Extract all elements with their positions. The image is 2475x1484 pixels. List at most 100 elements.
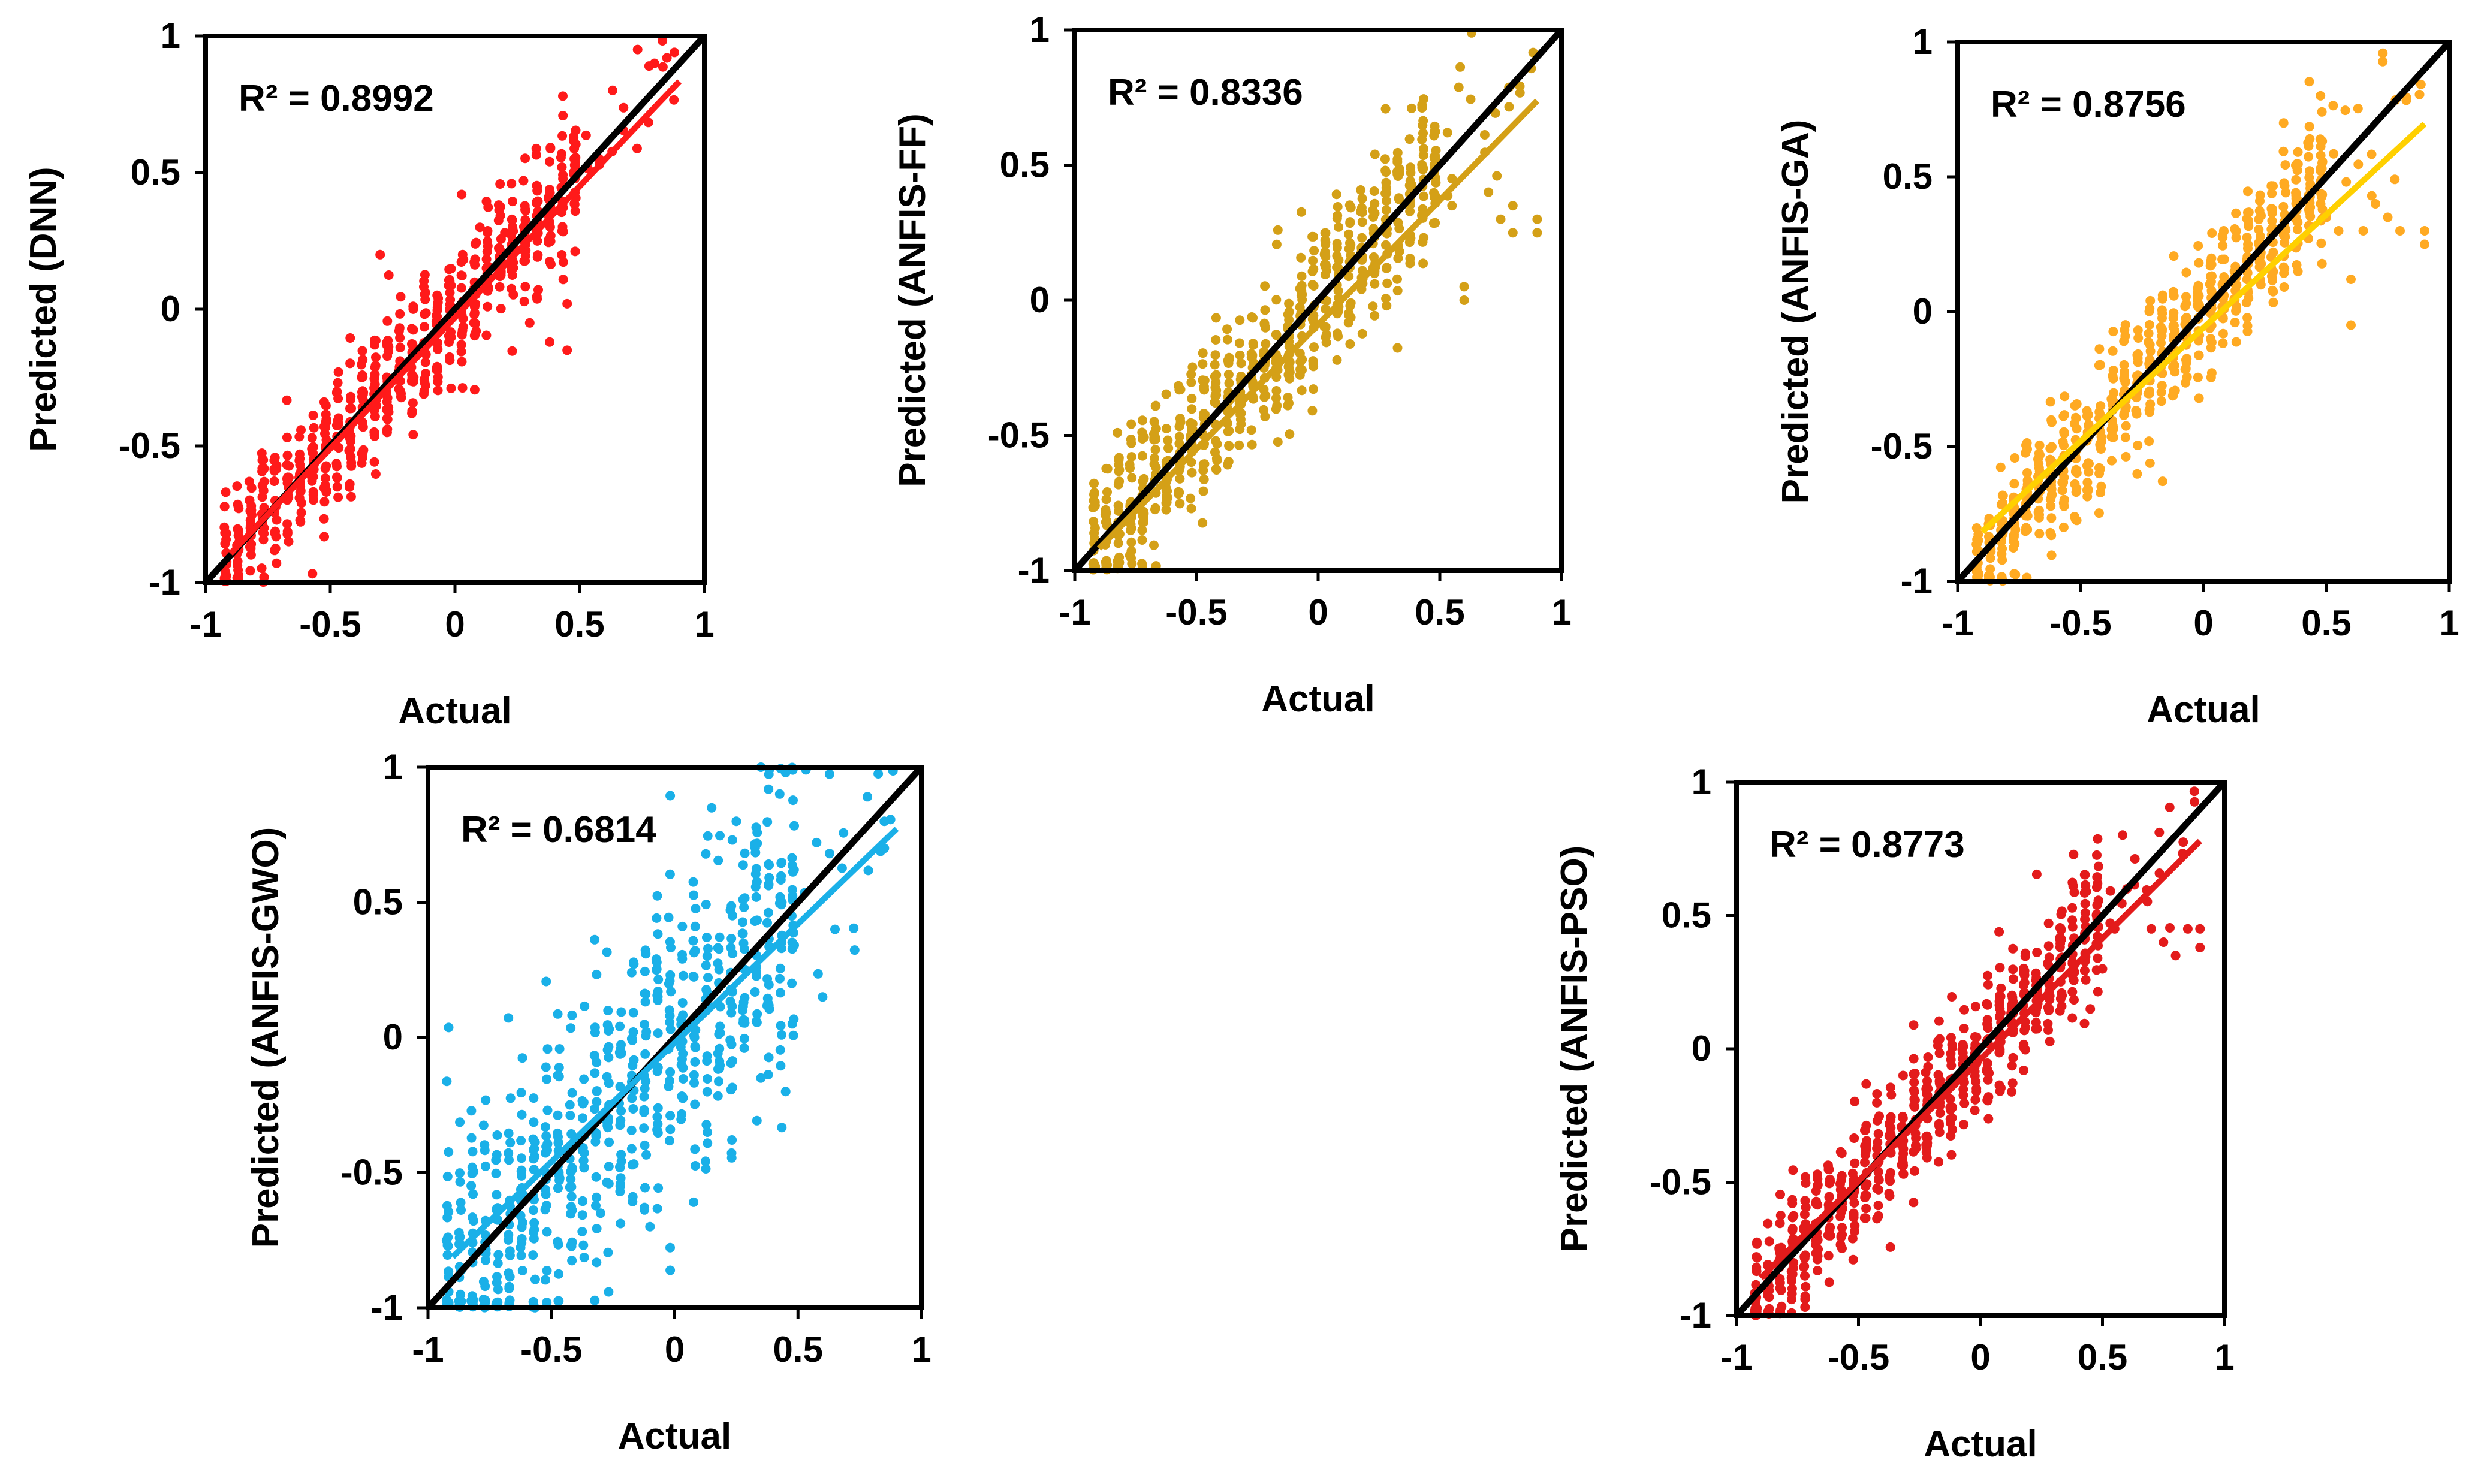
- data-point: [433, 297, 443, 307]
- data-point: [1246, 425, 1256, 435]
- data-point: [577, 1227, 587, 1236]
- data-point: [676, 1015, 686, 1024]
- x-axis-label: Actual: [2147, 689, 2260, 731]
- data-point: [1332, 213, 1342, 224]
- data-point: [2133, 333, 2144, 343]
- data-point: [2317, 192, 2327, 202]
- data-point: [1356, 203, 1367, 213]
- y-tick-label: -1: [149, 562, 180, 602]
- data-point: [1224, 426, 1234, 436]
- data-point: [666, 987, 676, 997]
- data-point: [592, 969, 602, 979]
- data-point: [1114, 453, 1124, 463]
- data-point: [1088, 502, 1098, 512]
- data-point: [545, 337, 555, 347]
- data-point: [2316, 141, 2326, 152]
- data-point: [2034, 529, 2045, 539]
- data-point: [787, 1019, 797, 1029]
- data-point: [246, 543, 256, 553]
- data-point: [466, 1133, 477, 1143]
- data-point: [529, 1154, 539, 1164]
- data-point: [272, 515, 282, 525]
- data-point: [357, 448, 367, 459]
- data-point: [2267, 216, 2277, 226]
- data-point: [1872, 1115, 1882, 1126]
- data-point: [257, 455, 267, 465]
- data-point: [652, 891, 662, 901]
- data-point: [1297, 385, 1307, 396]
- data-point: [1139, 473, 1149, 484]
- data-point: [504, 1148, 514, 1158]
- data-point: [1357, 233, 1367, 243]
- data-point: [556, 153, 566, 162]
- data-point: [1210, 398, 1220, 408]
- data-point: [1307, 406, 1318, 416]
- data-point: [466, 1106, 477, 1116]
- data-point: [762, 918, 772, 928]
- data-point: [565, 1100, 575, 1110]
- data-point: [2328, 101, 2338, 111]
- data-point: [1309, 384, 1318, 394]
- data-point: [2021, 448, 2031, 458]
- data-point: [545, 257, 555, 267]
- y-tick-label: 0.5: [353, 882, 403, 922]
- data-point: [1273, 225, 1283, 235]
- data-point: [665, 1076, 674, 1086]
- data-point: [1800, 1196, 1810, 1206]
- data-point: [1321, 239, 1331, 249]
- data-point: [1404, 134, 1415, 144]
- data-point: [504, 1128, 514, 1138]
- data-point: [1284, 307, 1294, 317]
- data-point: [219, 502, 230, 512]
- data-point: [1774, 1244, 1784, 1254]
- data-point: [879, 816, 890, 827]
- data-point: [1515, 88, 1525, 98]
- data-point: [2194, 393, 2204, 403]
- data-point: [566, 1192, 577, 1202]
- data-point: [1102, 515, 1111, 526]
- data-point: [570, 246, 580, 257]
- data-point: [567, 1165, 577, 1175]
- data-point: [1417, 103, 1427, 113]
- data-point: [567, 1010, 577, 1020]
- data-point: [789, 821, 799, 831]
- data-point: [1211, 378, 1221, 388]
- data-point: [1911, 1144, 1921, 1154]
- data-point: [2178, 837, 2188, 847]
- data-point: [2008, 964, 2018, 975]
- data-point: [282, 473, 292, 484]
- x-tick-label: 0: [2193, 603, 2213, 643]
- data-point: [1752, 1266, 1762, 1277]
- data-point: [1273, 437, 1283, 447]
- data-point: [492, 1150, 502, 1160]
- data-point: [357, 370, 367, 380]
- data-point: [2034, 440, 2045, 450]
- data-point: [2195, 942, 2205, 952]
- data-point: [1285, 364, 1295, 374]
- data-point: [714, 1029, 724, 1039]
- data-point: [2108, 346, 2118, 356]
- data-point: [1945, 1102, 1955, 1112]
- data-point: [346, 394, 355, 405]
- data-point: [1973, 570, 1983, 580]
- data-point: [665, 937, 675, 947]
- data-point: [541, 976, 551, 987]
- data-point: [557, 250, 567, 260]
- data-point: [603, 1006, 613, 1015]
- data-point: [2156, 338, 2166, 348]
- data-point: [764, 859, 774, 869]
- data-point: [1945, 1114, 1955, 1124]
- data-point: [1454, 82, 1464, 92]
- data-point: [445, 331, 455, 342]
- data-point: [1320, 260, 1330, 270]
- data-point: [557, 162, 567, 172]
- data-point: [2108, 327, 2118, 337]
- data-point: [2097, 964, 2108, 974]
- data-point: [520, 153, 530, 164]
- data-point: [491, 1168, 501, 1178]
- data-point: [1813, 1266, 1823, 1275]
- data-point: [1787, 1212, 1798, 1223]
- data-point: [641, 949, 651, 959]
- data-point: [2045, 397, 2055, 407]
- data-point: [492, 1190, 502, 1200]
